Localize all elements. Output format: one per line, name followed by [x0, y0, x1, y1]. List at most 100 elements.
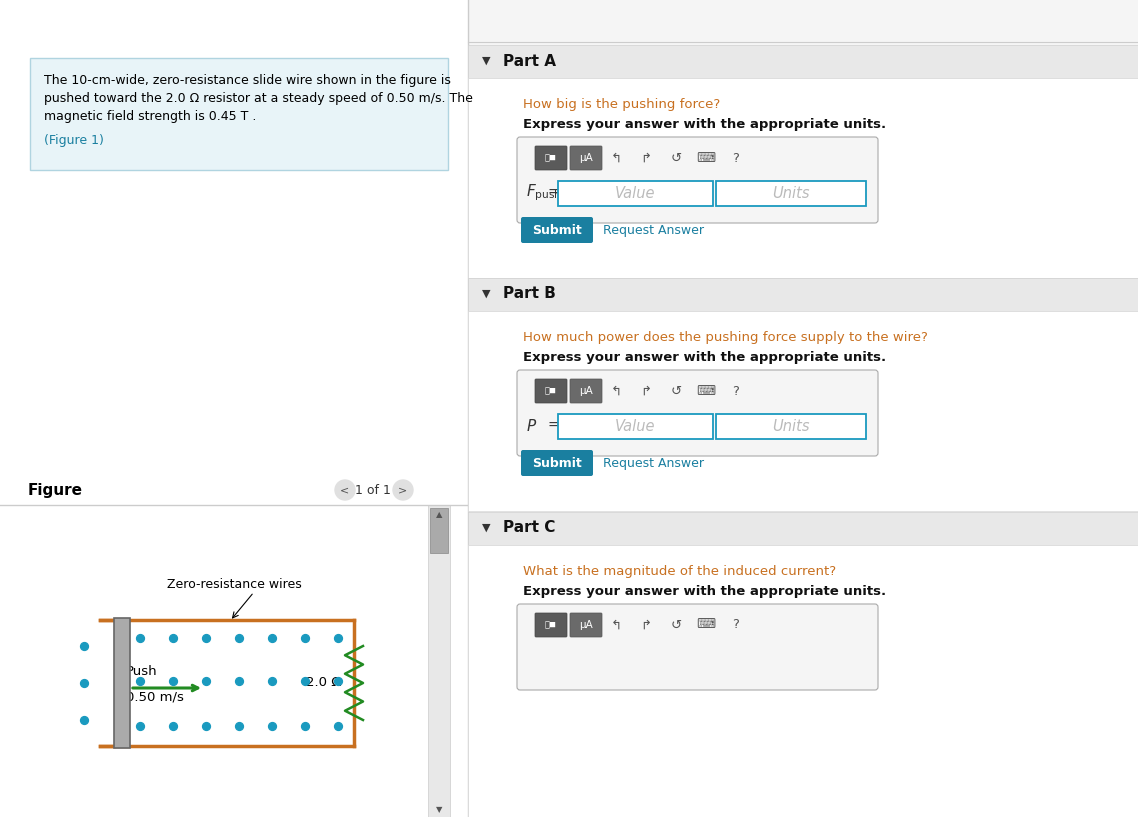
Point [75, 640, 93, 653]
Circle shape [393, 480, 413, 500]
Point [131, 675, 149, 688]
Text: Express your answer with the appropriate units.: Express your answer with the appropriate… [523, 351, 887, 364]
Point [263, 675, 281, 688]
FancyBboxPatch shape [535, 146, 567, 170]
FancyBboxPatch shape [430, 508, 448, 553]
Text: 2.0 Ω: 2.0 Ω [306, 676, 341, 690]
Text: 1 of 1: 1 of 1 [355, 484, 391, 497]
Text: ▼: ▼ [481, 523, 490, 533]
Point [296, 675, 314, 688]
Text: Figure: Figure [28, 483, 83, 498]
FancyBboxPatch shape [558, 181, 714, 206]
Text: <: < [340, 485, 349, 495]
Point [296, 720, 314, 733]
Text: Part C: Part C [503, 520, 555, 535]
Text: μA: μA [579, 153, 593, 163]
FancyBboxPatch shape [570, 613, 602, 637]
Text: (Figure 1): (Figure 1) [44, 134, 104, 147]
FancyBboxPatch shape [570, 379, 602, 403]
FancyBboxPatch shape [468, 545, 1138, 817]
Text: $P$: $P$ [526, 418, 537, 434]
Text: The 10-cm-wide, zero-resistance slide wire shown in the figure is: The 10-cm-wide, zero-resistance slide wi… [44, 74, 451, 87]
Point [164, 675, 182, 688]
Text: ▼: ▼ [436, 805, 443, 814]
FancyBboxPatch shape [468, 512, 1138, 545]
FancyBboxPatch shape [468, 78, 1138, 278]
FancyBboxPatch shape [558, 414, 714, 439]
FancyBboxPatch shape [716, 414, 866, 439]
Point [75, 676, 93, 690]
FancyBboxPatch shape [468, 45, 1138, 78]
Text: ↰: ↰ [610, 151, 621, 164]
Text: ↰: ↰ [610, 385, 621, 398]
Text: ↰: ↰ [610, 618, 621, 632]
Point [329, 675, 347, 688]
Text: =: = [549, 419, 560, 433]
Text: Zero-resistance wires: Zero-resistance wires [167, 578, 302, 591]
Point [329, 632, 347, 645]
Text: 0.50 m/s: 0.50 m/s [126, 690, 184, 703]
Text: Request Answer: Request Answer [603, 457, 704, 470]
Text: Express your answer with the appropriate units.: Express your answer with the appropriate… [523, 585, 887, 598]
Text: =: = [549, 186, 560, 200]
Text: ⬜◼: ⬜◼ [545, 620, 556, 630]
Point [197, 675, 215, 688]
Text: ↱: ↱ [641, 618, 652, 632]
Text: What is the magnitude of the induced current?: What is the magnitude of the induced cur… [523, 565, 836, 578]
Text: ↺: ↺ [670, 618, 682, 632]
Text: ▼: ▼ [481, 289, 490, 299]
Point [131, 632, 149, 645]
Text: ⌨: ⌨ [696, 385, 716, 398]
Text: Value: Value [615, 418, 655, 434]
Text: Push: Push [126, 665, 158, 678]
Text: pushed toward the 2.0 Ω resistor at a steady speed of 0.50 m/s. The: pushed toward the 2.0 Ω resistor at a st… [44, 92, 473, 105]
Text: μA: μA [579, 620, 593, 630]
Text: ⬜◼: ⬜◼ [545, 386, 556, 395]
Text: ?: ? [733, 385, 740, 398]
Text: ⌨: ⌨ [696, 618, 716, 632]
FancyBboxPatch shape [521, 217, 593, 243]
Text: ↺: ↺ [670, 385, 682, 398]
Text: ⬜◼: ⬜◼ [545, 154, 556, 163]
Point [263, 632, 281, 645]
Text: ↱: ↱ [641, 151, 652, 164]
Text: Submit: Submit [533, 224, 582, 236]
FancyBboxPatch shape [570, 146, 602, 170]
Text: Units: Units [773, 418, 810, 434]
Text: How big is the pushing force?: How big is the pushing force? [523, 98, 720, 111]
Text: ↱: ↱ [641, 385, 652, 398]
FancyBboxPatch shape [0, 0, 468, 817]
Point [263, 720, 281, 733]
Text: Units: Units [773, 185, 810, 200]
FancyBboxPatch shape [535, 613, 567, 637]
Text: How much power does the pushing force supply to the wire?: How much power does the pushing force su… [523, 331, 927, 344]
FancyBboxPatch shape [468, 278, 1138, 311]
Circle shape [335, 480, 355, 500]
Point [164, 720, 182, 733]
Point [197, 632, 215, 645]
Point [329, 720, 347, 733]
Text: Value: Value [615, 185, 655, 200]
Text: ⌨: ⌨ [696, 151, 716, 164]
Point [230, 675, 248, 688]
Text: Request Answer: Request Answer [603, 224, 704, 236]
FancyBboxPatch shape [114, 618, 130, 748]
Text: magnetic field strength is 0.45 T .: magnetic field strength is 0.45 T . [44, 110, 256, 123]
Text: μA: μA [579, 386, 593, 396]
FancyBboxPatch shape [521, 450, 593, 476]
Text: Part B: Part B [503, 287, 555, 301]
Point [230, 720, 248, 733]
FancyBboxPatch shape [517, 604, 879, 690]
FancyBboxPatch shape [716, 181, 866, 206]
Text: ▲: ▲ [436, 510, 443, 519]
Point [296, 632, 314, 645]
FancyBboxPatch shape [535, 379, 567, 403]
Point [197, 720, 215, 733]
Text: ↺: ↺ [670, 151, 682, 164]
FancyBboxPatch shape [517, 370, 879, 456]
Text: Part A: Part A [503, 53, 556, 69]
Point [230, 632, 248, 645]
Point [75, 713, 93, 726]
Point [131, 720, 149, 733]
Text: ?: ? [733, 618, 740, 632]
